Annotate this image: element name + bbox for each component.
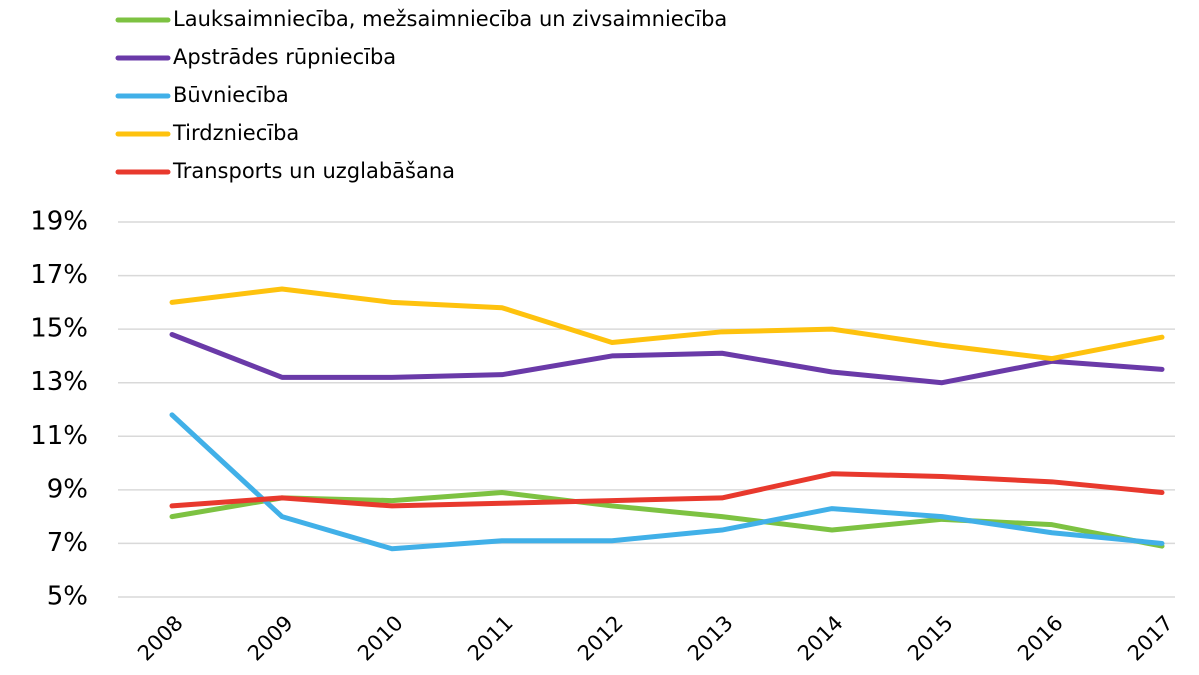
line-series (169, 412, 1165, 552)
line-series (169, 286, 1165, 362)
x-tick-label: 2016 (1013, 611, 1068, 666)
x-tick-label: 2010 (353, 611, 408, 666)
legend-label: Transports un uzglabāšana (172, 159, 455, 183)
y-tick-label: 5% (47, 582, 88, 612)
line-series (169, 471, 1165, 509)
x-tick-label: 2012 (573, 611, 628, 666)
x-tick-label: 2017 (1123, 611, 1178, 666)
y-tick-label: 9% (47, 474, 88, 504)
legend-label: Būvniecība (173, 83, 289, 107)
line-series (169, 332, 1165, 386)
x-tick-label: 2009 (243, 611, 298, 666)
legend-label: Tirdzniecība (172, 121, 299, 145)
y-tick-label: 11% (30, 421, 88, 451)
line-series (169, 490, 1165, 549)
x-tick-label: 2008 (133, 611, 188, 666)
x-tick-label: 2015 (903, 611, 958, 666)
y-tick-label: 7% (47, 528, 88, 558)
y-tick-label: 13% (30, 367, 88, 397)
y-tick-label: 17% (30, 260, 88, 290)
x-tick-label: 2011 (463, 611, 518, 666)
y-tick-label: 19% (30, 207, 88, 237)
x-tick-label: 2014 (793, 611, 848, 666)
legend-label: Lauksaimniecība, mežsaimniecība un zivsa… (173, 7, 727, 31)
x-tick-label: 2013 (683, 611, 738, 666)
legend-label: Apstrādes rūpniecība (173, 45, 396, 69)
y-tick-label: 15% (30, 314, 88, 344)
